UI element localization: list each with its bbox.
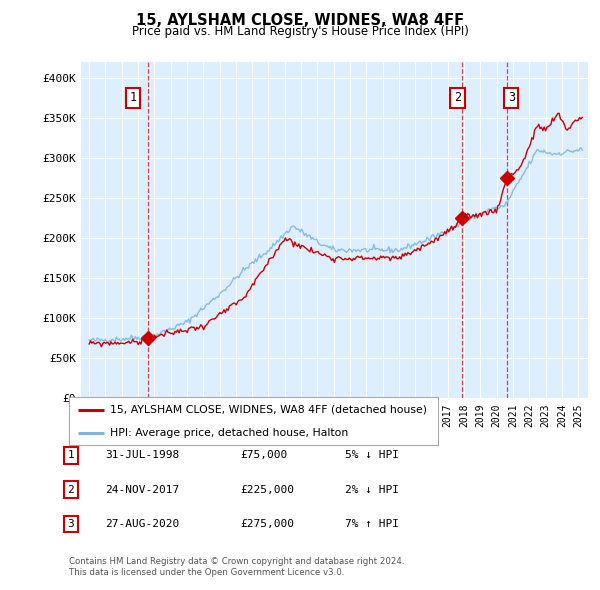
Text: 3: 3 (67, 519, 74, 529)
Text: £275,000: £275,000 (240, 519, 294, 529)
Text: £225,000: £225,000 (240, 485, 294, 494)
Text: 2% ↓ HPI: 2% ↓ HPI (345, 485, 399, 494)
Text: 15, AYLSHAM CLOSE, WIDNES, WA8 4FF: 15, AYLSHAM CLOSE, WIDNES, WA8 4FF (136, 13, 464, 28)
Text: Contains HM Land Registry data © Crown copyright and database right 2024.: Contains HM Land Registry data © Crown c… (69, 558, 404, 566)
Text: This data is licensed under the Open Government Licence v3.0.: This data is licensed under the Open Gov… (69, 568, 344, 577)
Text: 2: 2 (67, 485, 74, 494)
Text: HPI: Average price, detached house, Halton: HPI: Average price, detached house, Halt… (110, 428, 348, 438)
Text: 7% ↑ HPI: 7% ↑ HPI (345, 519, 399, 529)
Text: 27-AUG-2020: 27-AUG-2020 (105, 519, 179, 529)
Text: 3: 3 (508, 91, 515, 104)
Text: 31-JUL-1998: 31-JUL-1998 (105, 451, 179, 460)
Text: £75,000: £75,000 (240, 451, 287, 460)
Text: 5% ↓ HPI: 5% ↓ HPI (345, 451, 399, 460)
Text: 1: 1 (67, 451, 74, 460)
Text: Price paid vs. HM Land Registry's House Price Index (HPI): Price paid vs. HM Land Registry's House … (131, 25, 469, 38)
Text: 2: 2 (454, 91, 461, 104)
Text: 1: 1 (130, 91, 137, 104)
Text: 24-NOV-2017: 24-NOV-2017 (105, 485, 179, 494)
Text: 15, AYLSHAM CLOSE, WIDNES, WA8 4FF (detached house): 15, AYLSHAM CLOSE, WIDNES, WA8 4FF (deta… (110, 405, 427, 415)
